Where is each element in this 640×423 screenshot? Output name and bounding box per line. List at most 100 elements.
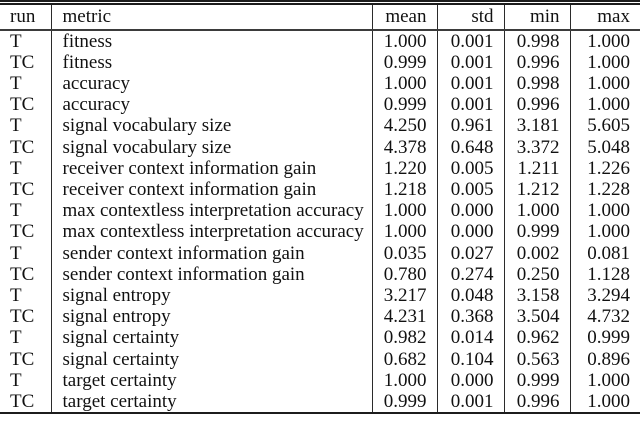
cell-min: 3.158 [503,284,570,307]
cell-max: 1.000 [569,94,640,116]
cell-max: 0.081 [569,242,640,264]
cell-metric: signal certainty [50,327,372,349]
cell-metric: target certainty [50,390,372,414]
table-header: run metric mean std min max [0,2,640,31]
cell-max: 1.226 [569,157,640,179]
cell-run: T [10,72,22,94]
cell-max: 3.294 [569,284,640,307]
header-row: run metric mean std min max [0,2,640,31]
column-header-mean: mean [371,2,437,31]
cell-std: 0.001 [436,29,504,52]
cell-metric: receiver context information gain [50,178,372,201]
cell-max: 1.228 [569,178,640,201]
cell-min: 0.998 [503,72,570,95]
cell-mean: 0.035 [371,242,437,264]
cell-run: TC [10,51,35,73]
cell-mean: 1.218 [371,178,437,201]
cell-std: 0.961 [436,115,504,137]
column-header-run: run [0,2,51,31]
cell-metric: accuracy [50,94,372,116]
table-row: TC receiver context information gain 1.218… [0,178,640,201]
cell-metric: accuracy [50,72,372,95]
table-row: TC signal entropy 4.231 0.368 3.504 4.732 [0,306,640,328]
cell-mean: 4.378 [371,136,437,158]
cell-run: T [10,30,22,52]
cell-std: 0.001 [436,72,504,95]
cell-min: 1.211 [503,157,570,179]
cell-min: 0.999 [503,369,570,391]
cell-min: 1.212 [503,178,570,201]
cell-mean: 0.999 [371,390,437,414]
cell-std: 0.048 [436,284,504,307]
cell-mean: 3.217 [371,284,437,307]
cell-max: 1.000 [569,51,640,73]
table-row: TC sender context information gain 0.780 0.… [0,263,640,285]
cell-min: 0.996 [503,51,570,73]
cell-run: T [10,242,22,264]
cell-std: 0.000 [436,369,504,391]
table-row: TC accuracy 0.999 0.001 0.996 1.000 [0,94,640,116]
cell-metric: signal entropy [50,284,372,307]
cell-max: 0.896 [569,348,640,370]
cell-run: TC [10,178,35,200]
cell-min: 0.250 [503,263,570,285]
cell-max: 4.732 [569,306,640,328]
cell-run: TC [10,94,35,116]
cell-max: 1.000 [569,200,640,222]
cell-mean: 1.220 [371,157,437,179]
cell-run: T [10,115,22,137]
cell-max: 1.000 [569,72,640,95]
cell-metric: sender context information gain [50,242,372,264]
cell-max: 5.605 [569,115,640,137]
cell-min: 0.996 [503,390,570,414]
cell-std: 0.014 [436,327,504,349]
cell-run: TC [10,263,35,285]
column-header-max: max [569,2,640,31]
cell-metric: signal vocabulary size [50,115,372,137]
cell-mean: 1.000 [371,72,437,95]
cell-run: T [10,157,22,179]
table-row: TC signal certainty 0.682 0.104 0.563 0.896 [0,348,640,370]
cell-mean: 0.682 [371,348,437,370]
cell-std: 0.027 [436,242,504,264]
cell-std: 0.000 [436,221,504,243]
cell-mean: 1.000 [371,221,437,243]
cell-std: 0.104 [436,348,504,370]
cell-metric: max contextless interpretation accuracy [50,200,372,222]
cell-std: 0.274 [436,263,504,285]
cell-run: TC [10,306,35,328]
cell-min: 0.962 [503,327,570,349]
cell-mean: 1.000 [371,200,437,222]
column-header-metric: metric [50,2,372,31]
cell-min: 0.002 [503,242,570,264]
cell-min: 1.000 [503,200,570,222]
cell-mean: 0.999 [371,51,437,73]
cell-run: T [10,327,22,349]
cell-std: 0.368 [436,306,504,328]
cell-run: TC [10,221,35,243]
cell-std: 0.005 [436,157,504,179]
cell-mean: 0.999 [371,94,437,116]
cell-min: 3.372 [503,136,570,158]
cell-max: 0.999 [569,327,640,349]
table-row: TC signal vocabulary size 4.378 0.648 3.372 5… [0,136,640,158]
cell-max: 1.000 [569,29,640,52]
cell-mean: 0.780 [371,263,437,285]
cell-min: 3.181 [503,115,570,137]
cell-run: TC [10,136,35,158]
cell-mean: 0.982 [371,327,437,349]
cell-metric: fitness [50,51,372,73]
column-header-min: min [503,2,570,31]
table-row: TC max contextless interpretation accurac… [0,221,640,243]
column-header-std: std [436,2,504,31]
cell-metric: receiver context information gain [50,157,372,179]
cell-std: 0.001 [436,390,504,414]
